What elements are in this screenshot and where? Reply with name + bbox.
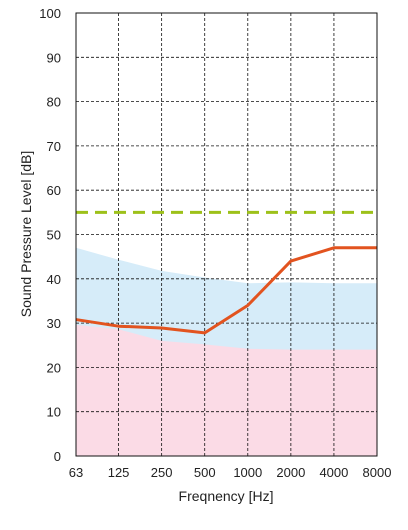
area-layer — [76, 247, 377, 456]
x-tick-label-5: 2000 — [276, 465, 305, 480]
y-tick-label-6: 60 — [47, 183, 61, 198]
y-tick-label-1: 10 — [47, 405, 61, 420]
y-tick-label-0: 0 — [54, 449, 61, 464]
y-tick-label-2: 20 — [47, 360, 61, 375]
y-tick-label-4: 40 — [47, 272, 61, 287]
y-tick-label-9: 90 — [47, 50, 61, 65]
x-tick-label-1: 125 — [108, 465, 130, 480]
y-tick-label-5: 50 — [47, 228, 61, 243]
line-layer — [75, 210, 377, 335]
plot-frame — [75, 12, 378, 457]
x-tick-label-4: 1000 — [233, 465, 262, 480]
area-band-3 — [76, 324, 377, 456]
x-tick-label-7: 8000 — [363, 465, 392, 480]
x-axis-title: Freqnency [Hz] — [179, 488, 274, 504]
x-tick-label-0: 63 — [69, 465, 83, 480]
x-tick-label-3: 500 — [194, 465, 216, 480]
x-tick-label-2: 250 — [151, 465, 173, 480]
x-tick-label-6: 4000 — [319, 465, 348, 480]
level-line-0 — [75, 246, 377, 335]
y-tick-label-7: 70 — [47, 139, 61, 154]
y-tick-labels: 0 10 20 30 40 50 60 70 80 90 100 — [39, 6, 61, 464]
y-axis-title: Sound Pressure Level [dB] — [18, 151, 34, 318]
grid-layer — [76, 13, 377, 456]
x-tick-labels: 63 125 250 500 1000 2000 4000 8000 — [69, 465, 392, 480]
y-tick-label-8: 80 — [47, 95, 61, 110]
y-tick-label-10: 100 — [39, 6, 61, 21]
y-tick-label-3: 30 — [47, 316, 61, 331]
